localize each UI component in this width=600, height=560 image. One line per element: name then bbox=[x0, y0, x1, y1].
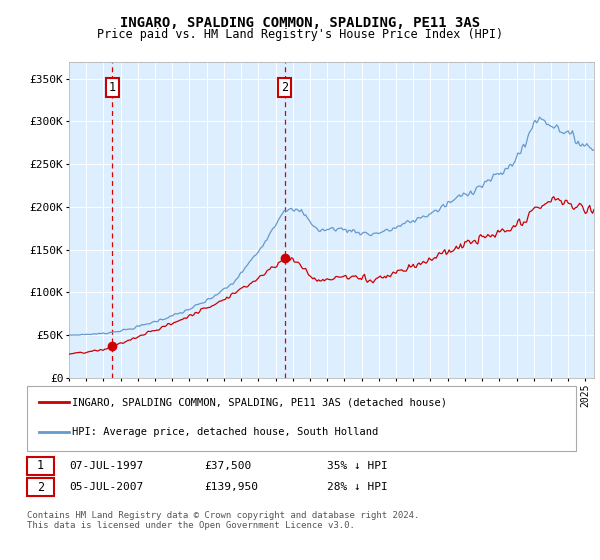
Text: 35% ↓ HPI: 35% ↓ HPI bbox=[327, 461, 388, 471]
Text: £37,500: £37,500 bbox=[204, 461, 251, 471]
Text: Price paid vs. HM Land Registry's House Price Index (HPI): Price paid vs. HM Land Registry's House … bbox=[97, 28, 503, 41]
Text: 05-JUL-2007: 05-JUL-2007 bbox=[69, 482, 143, 492]
Text: 1: 1 bbox=[37, 459, 44, 473]
Text: INGARO, SPALDING COMMON, SPALDING, PE11 3AS (detached house): INGARO, SPALDING COMMON, SPALDING, PE11 … bbox=[72, 397, 447, 407]
Text: INGARO, SPALDING COMMON, SPALDING, PE11 3AS: INGARO, SPALDING COMMON, SPALDING, PE11 … bbox=[120, 16, 480, 30]
Text: 28% ↓ HPI: 28% ↓ HPI bbox=[327, 482, 388, 492]
Text: 1: 1 bbox=[109, 81, 116, 94]
Text: 2: 2 bbox=[281, 81, 288, 94]
Text: HPI: Average price, detached house, South Holland: HPI: Average price, detached house, Sout… bbox=[72, 427, 378, 437]
Text: Contains HM Land Registry data © Crown copyright and database right 2024.
This d: Contains HM Land Registry data © Crown c… bbox=[27, 511, 419, 530]
Text: £139,950: £139,950 bbox=[204, 482, 258, 492]
Text: 2: 2 bbox=[37, 480, 44, 494]
Text: 07-JUL-1997: 07-JUL-1997 bbox=[69, 461, 143, 471]
